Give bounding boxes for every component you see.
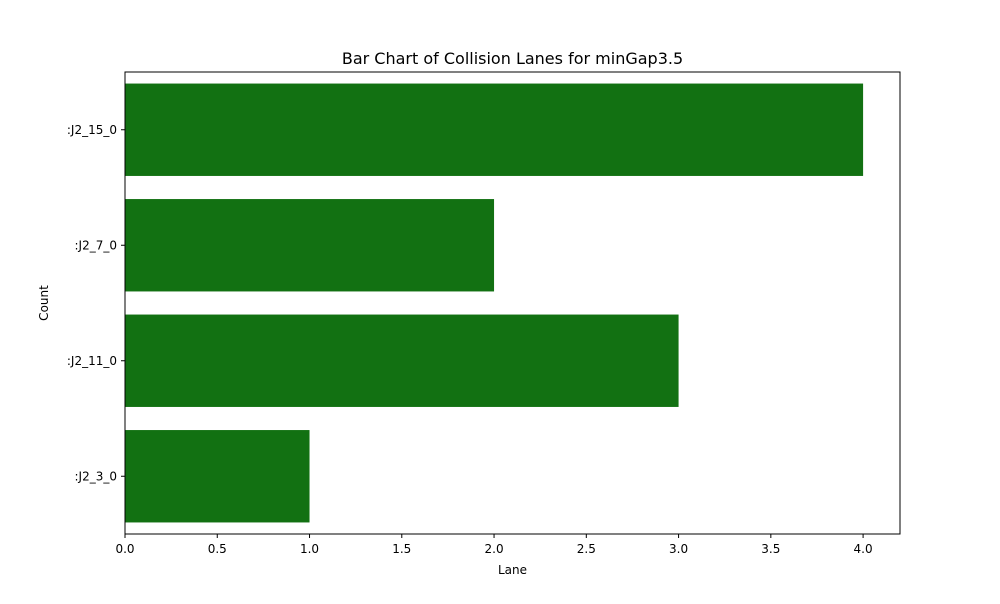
y-tick-label: :J2_15_0 bbox=[67, 123, 117, 137]
y-axis-ticks: :J2_15_0 :J2_7_0 :J2_11_0 :J2_3_0 bbox=[67, 123, 125, 483]
chart-title: Bar Chart of Collision Lanes for minGap3… bbox=[342, 49, 683, 68]
y-axis-label: Count bbox=[37, 285, 51, 321]
bar-j2-15-0 bbox=[125, 83, 864, 176]
x-tick-label: 3.5 bbox=[761, 542, 780, 556]
x-axis-label: Lane bbox=[498, 563, 527, 577]
x-tick-label: 2.5 bbox=[577, 542, 596, 556]
bar-j2-11-0 bbox=[125, 314, 679, 407]
bar-j2-7-0 bbox=[125, 199, 495, 292]
y-tick-label: :J2_11_0 bbox=[67, 354, 117, 368]
x-tick-label: 0.5 bbox=[208, 542, 227, 556]
x-tick-label: 1.0 bbox=[300, 542, 319, 556]
x-axis-ticks: 0.0 0.5 1.0 1.5 2.0 2.5 3.0 3.5 4.0 bbox=[115, 534, 873, 556]
y-tick-label: :J2_3_0 bbox=[75, 469, 118, 483]
x-tick-label: 1.5 bbox=[392, 542, 411, 556]
bars-layer bbox=[125, 83, 864, 523]
plot-frame bbox=[124, 71, 901, 535]
y-tick-label: :J2_7_0 bbox=[75, 238, 118, 252]
x-tick-label: 4.0 bbox=[854, 542, 873, 556]
x-tick-label: 0.0 bbox=[115, 542, 134, 556]
x-tick-label: 3.0 bbox=[669, 542, 688, 556]
x-tick-label: 2.0 bbox=[485, 542, 504, 556]
bar-j2-3-0 bbox=[125, 430, 310, 523]
